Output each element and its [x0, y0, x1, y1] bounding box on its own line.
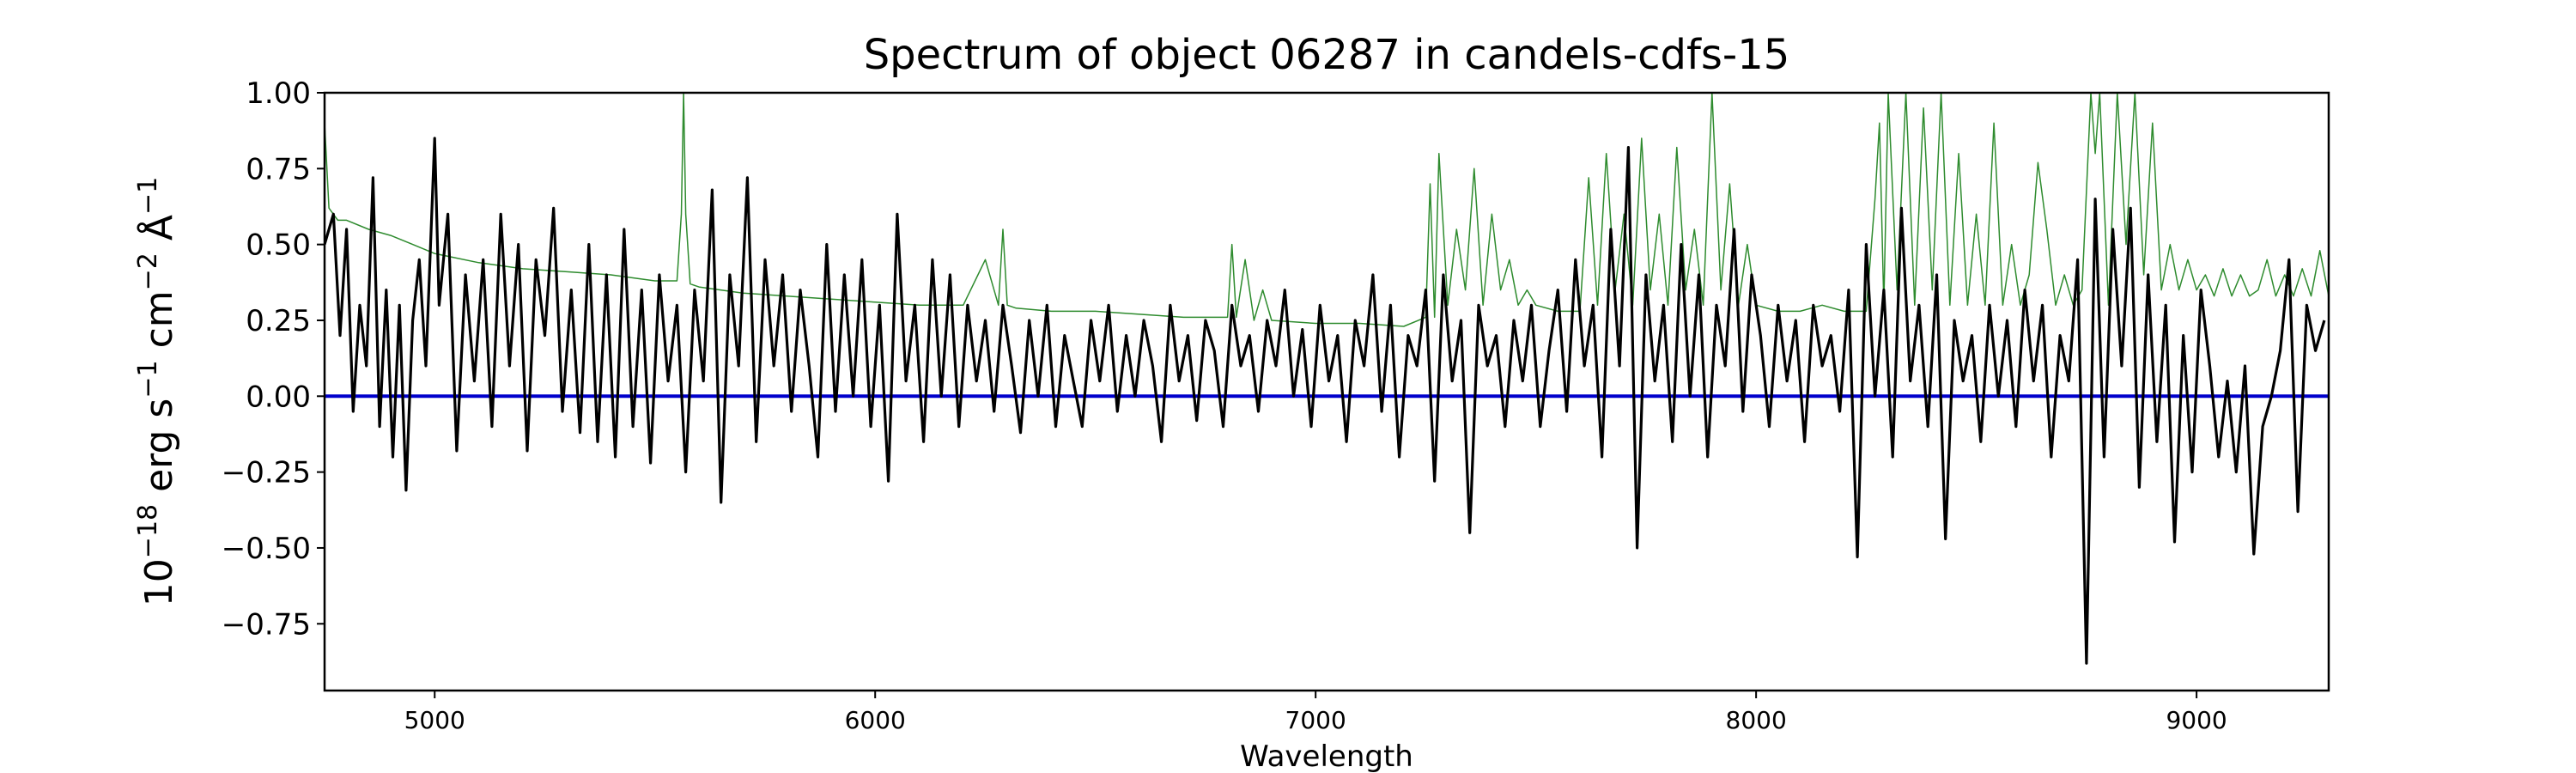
y-tick-label: 0.75 [246, 152, 311, 186]
ylabel-text: erg s [137, 399, 181, 504]
ylabel-text: 10 [137, 558, 181, 606]
ylabel-exponent: −2 [133, 253, 163, 290]
x-tick-label: 8000 [1726, 706, 1787, 734]
plot-area [325, 93, 2329, 665]
ylabel-text: Å [136, 215, 181, 253]
y-axis: 1.00 0.75 0.50 0.25 0.00 −0.25 −0.50 −0.75 [222, 76, 325, 642]
flux-series-line [325, 137, 2326, 665]
error-series-line [325, 93, 2329, 327]
x-tick-label: 9000 [2166, 706, 2227, 734]
x-tick-label: 5000 [404, 706, 465, 734]
ylabel-exponent: −18 [133, 504, 163, 558]
y-tick-label: 0.25 [246, 304, 311, 338]
y-tick-label: −0.50 [222, 532, 311, 566]
ylabel-exponent: −1 [133, 360, 163, 398]
x-axis-label: Wavelength [1240, 740, 1413, 773]
plot-frame [323, 91, 2330, 692]
ylabel-exponent: −1 [133, 177, 163, 215]
x-axis: 5000 6000 7000 8000 9000 [404, 691, 2227, 734]
y-tick-label: 0.50 [246, 228, 311, 263]
y-tick-label: 0.00 [246, 380, 311, 414]
y-tick-label: −0.25 [222, 456, 311, 490]
x-tick-label: 6000 [845, 706, 906, 734]
y-axis-label: 10−18 erg s−1 cm−2 Å−1 [133, 177, 181, 606]
x-tick-label: 7000 [1285, 706, 1346, 734]
y-tick-label: −0.75 [222, 607, 311, 642]
ylabel-text: cm [137, 290, 181, 360]
chart-title: Spectrum of object 06287 in candels-cdfs… [864, 31, 1790, 79]
y-tick-label: 1.00 [246, 76, 311, 111]
